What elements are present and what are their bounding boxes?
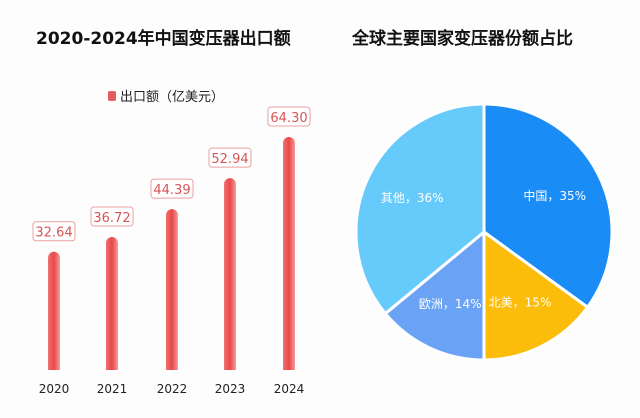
- pie-slice: [354, 102, 486, 316]
- pie-slice: [482, 229, 590, 362]
- legend-swatch: [108, 90, 116, 101]
- bar: [48, 251, 60, 370]
- bar-legend: 出口额（亿美元）: [108, 86, 224, 105]
- pie-label: 欧洲，14%: [419, 297, 482, 311]
- value-label-box: [267, 106, 311, 127]
- pie-label: 其他，36%: [381, 191, 444, 205]
- pie-slice: [383, 228, 486, 362]
- bar: [166, 209, 178, 370]
- bar-chart-title: 2020-2024年中国变压器出口额: [36, 29, 291, 49]
- x-tick-label: 2024: [274, 382, 305, 396]
- bar: [283, 137, 295, 370]
- legend-label: 出口额（亿美元）: [120, 90, 225, 105]
- value-label-box: [208, 147, 252, 168]
- value-label: 36.72: [93, 211, 130, 226]
- pie-slice: [482, 102, 614, 310]
- x-tick-label: 2020: [39, 382, 70, 396]
- value-label-box: [90, 206, 134, 227]
- pie-label: 北美，15%: [489, 296, 552, 310]
- x-tick-label: 2022: [157, 382, 188, 396]
- value-label-box: [32, 221, 76, 242]
- value-label-box: [150, 178, 194, 199]
- x-tick-label: 2021: [97, 382, 128, 396]
- pie-label: 中国，35%: [523, 188, 586, 203]
- value-label: 32.64: [35, 226, 72, 241]
- value-label: 64.30: [270, 111, 307, 126]
- bar: [224, 178, 237, 370]
- x-tick-label: 2023: [215, 382, 246, 396]
- bar: [106, 236, 118, 370]
- value-label: 44.39: [153, 183, 190, 198]
- value-label: 52.94: [211, 152, 248, 167]
- pie-chart-title: 全球主要国家变压器份额占比: [352, 29, 573, 49]
